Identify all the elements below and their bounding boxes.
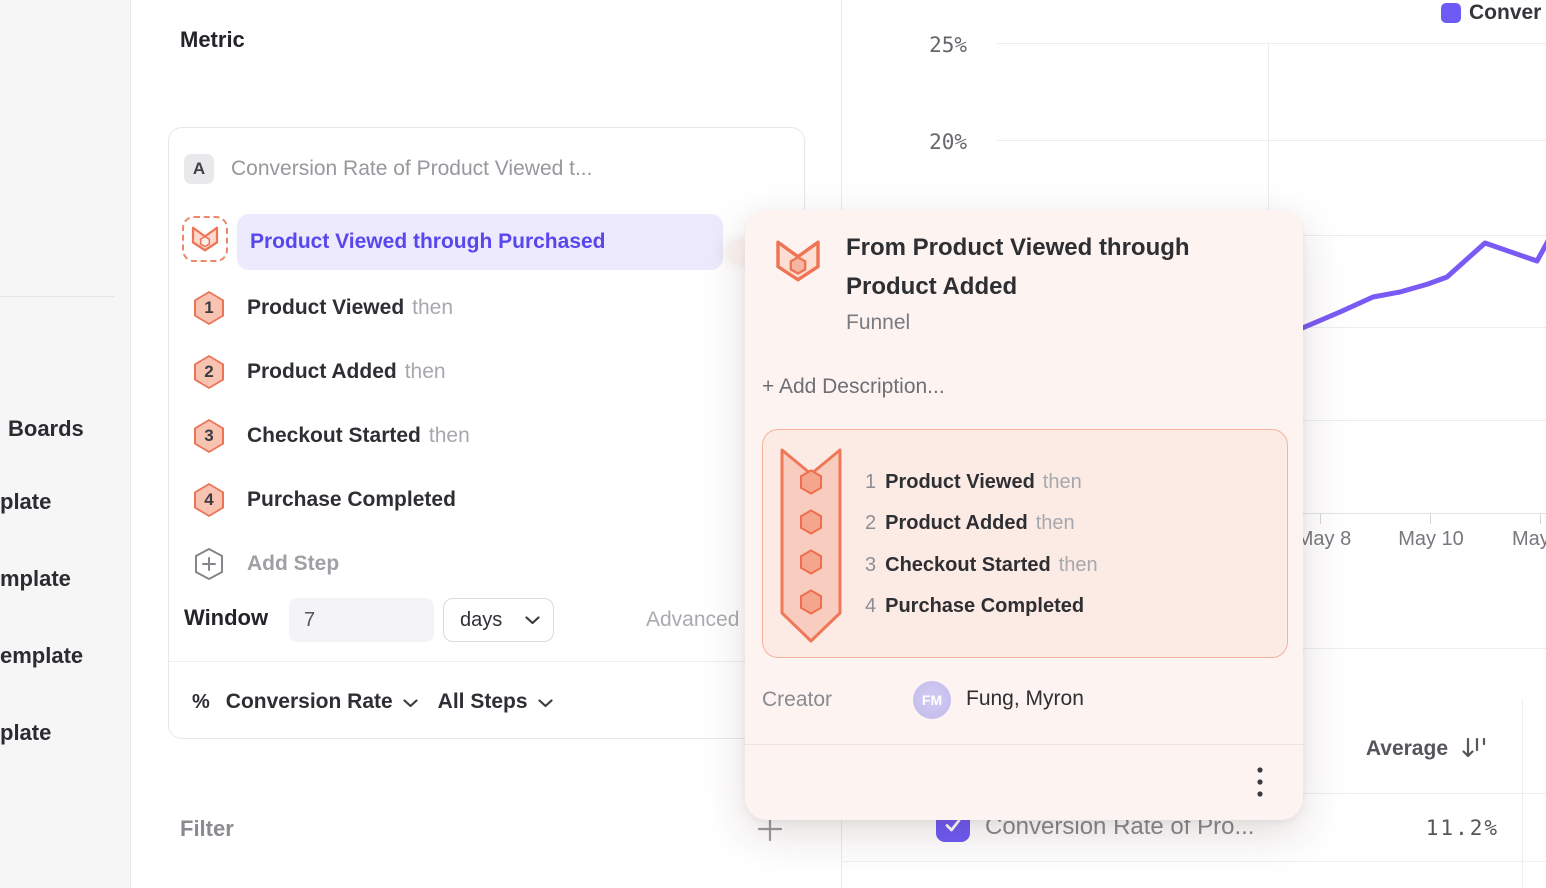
gridline-25 xyxy=(997,43,1546,44)
funnel-event-icon-button[interactable] xyxy=(182,216,228,262)
metric-section-heading: Metric xyxy=(180,27,245,52)
popover-step-3: 3 Checkout Started then xyxy=(865,553,1098,576)
window-value-input[interactable] xyxy=(289,598,434,642)
funnel-step-row-3[interactable]: 3 Checkout Started then xyxy=(194,419,470,453)
average-column-header[interactable]: Average xyxy=(1366,736,1490,761)
popover-step-1: 1 Product Viewed then xyxy=(865,470,1082,493)
steps-scope-dropdown[interactable]: All Steps xyxy=(437,690,528,713)
add-step-hexagon-plus-icon xyxy=(195,547,223,581)
popover-footer-divider xyxy=(745,744,1303,745)
funnel-icon xyxy=(191,226,219,252)
x-tick-mark xyxy=(1540,514,1541,524)
kebab-icon xyxy=(1257,767,1263,797)
funnel-step-row-4[interactable]: 4 Purchase Completed xyxy=(194,483,464,517)
metric-card: A Conversion Rate of Product Viewed t...… xyxy=(168,127,805,739)
creator-name: Fung, Myron xyxy=(966,687,1084,710)
step-number: 3 xyxy=(204,426,214,445)
creator-avatar: FM xyxy=(913,681,951,719)
popover-type-label: Funnel xyxy=(846,311,911,334)
step-label: Checkout Started then xyxy=(247,424,470,447)
popover-step-2: 2 Product Added then xyxy=(865,511,1075,534)
percent-icon: % xyxy=(192,690,210,713)
chevron-down-icon xyxy=(525,615,540,624)
step-label: Product Viewed then xyxy=(247,296,454,319)
more-options-kebab-button[interactable] xyxy=(1245,762,1275,802)
chevron-down-icon[interactable] xyxy=(403,699,418,708)
creator-label: Creator xyxy=(762,688,833,711)
selected-funnel-label: Product Viewed through Purchased xyxy=(250,230,606,253)
popover-title: From Product Viewed through Product Adde… xyxy=(846,234,1190,300)
x-axis-label-may8: May 8 xyxy=(1296,528,1352,550)
x-axis-label-may10: May 10 xyxy=(1398,528,1464,550)
funnel-step-row-2[interactable]: 2 Product Added then xyxy=(194,355,446,389)
sidebar-divider xyxy=(0,296,114,297)
step-number-hexagon-icon: 2 xyxy=(194,355,224,389)
advanced-link[interactable]: Advanced xyxy=(646,608,740,631)
trend-line xyxy=(1297,239,1546,332)
filter-section-heading: Filter xyxy=(180,816,234,841)
add-step-button[interactable]: Add Step xyxy=(194,547,339,581)
table-column-divider xyxy=(1522,700,1523,888)
metric-letter-badge: A xyxy=(184,154,214,184)
sidebar-item-template-2[interactable]: mplate xyxy=(0,566,71,591)
x-axis-label-may12: May xyxy=(1512,528,1546,550)
sidebar-item-boards[interactable]: Boards xyxy=(8,416,84,441)
funnel-step-row-1[interactable]: 1 Product Viewed then xyxy=(194,291,453,325)
step-number: 2 xyxy=(204,362,214,381)
window-unit-value: days xyxy=(460,608,503,631)
chevron-down-icon[interactable] xyxy=(537,699,553,708)
y-axis-tick-20: 20% xyxy=(929,130,967,154)
y-axis-tick-25: 25% xyxy=(929,33,967,57)
table-row-average-value: 11.2% xyxy=(1425,816,1499,840)
measure-dropdown[interactable]: Conversion Rate xyxy=(225,690,393,713)
step-number-hexagon-icon: 4 xyxy=(194,483,224,517)
funnel-details-popover: From Product Viewed through Product Adde… xyxy=(745,210,1303,820)
popover-step-4: 4 Purchase Completed xyxy=(865,594,1085,617)
step-number: 1 xyxy=(204,298,214,317)
window-label: Window xyxy=(184,605,269,630)
add-filter-button[interactable] xyxy=(755,814,785,844)
funnel-steps-summary-box: 1 Product Viewed then 2 Product Added then 3… xyxy=(762,429,1288,658)
step-number: 4 xyxy=(204,490,214,509)
sidebar-item-template-3[interactable]: emplate xyxy=(0,643,84,668)
sort-descending-icon xyxy=(1462,737,1486,758)
funnel-icon xyxy=(772,236,824,291)
x-tick-mark xyxy=(1320,514,1321,524)
funnel-banner-icon xyxy=(780,448,842,643)
check-icon xyxy=(945,819,961,832)
sidebar xyxy=(0,0,131,888)
card-divider xyxy=(169,661,804,662)
legend-swatch[interactable] xyxy=(1441,3,1461,23)
average-header-label: Average xyxy=(1365,736,1448,760)
selected-funnel-row[interactable]: Product Viewed through Purchased xyxy=(237,214,723,270)
plus-icon xyxy=(757,816,783,842)
legend-label[interactable]: Conver xyxy=(1469,1,1542,24)
sidebar-item-template-1[interactable]: plate xyxy=(0,489,52,514)
add-description-link[interactable]: + Add Description... xyxy=(762,375,945,398)
window-row: Window days Advanced xyxy=(169,598,806,642)
step-number-hexagon-icon: 3 xyxy=(194,419,224,453)
metric-title[interactable]: Conversion Rate of Product Viewed t... xyxy=(231,157,593,180)
window-unit-select[interactable]: days xyxy=(443,598,554,642)
table-row-divider xyxy=(841,861,1546,862)
gridline-20 xyxy=(997,140,1546,141)
add-step-label: Add Step xyxy=(247,552,340,575)
step-label: Purchase Completed xyxy=(247,488,456,511)
step-label: Product Added then xyxy=(247,360,446,383)
step-number-hexagon-icon: 1 xyxy=(194,291,224,325)
x-tick-mark xyxy=(1430,514,1431,524)
measure-row: % Conversion Rate All Steps xyxy=(192,684,573,720)
sidebar-item-template-4[interactable]: plate xyxy=(0,720,52,745)
